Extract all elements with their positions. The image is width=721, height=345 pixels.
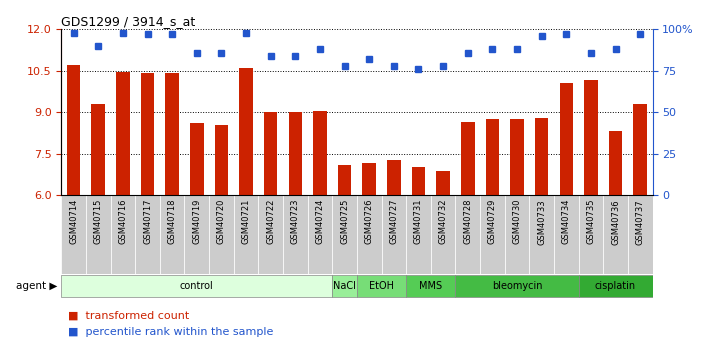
Text: GSM40728: GSM40728: [464, 199, 472, 244]
Bar: [215, 125, 228, 195]
Bar: [288, 112, 302, 195]
Bar: [332, 275, 357, 297]
Bar: [86, 195, 110, 274]
Text: GSM40724: GSM40724: [316, 199, 324, 244]
Text: GSM40720: GSM40720: [217, 199, 226, 244]
Bar: [209, 195, 234, 274]
Text: GSM40734: GSM40734: [562, 199, 571, 244]
Text: GSM40727: GSM40727: [389, 199, 398, 244]
Text: ■  percentile rank within the sample: ■ percentile rank within the sample: [68, 327, 274, 337]
Bar: [357, 195, 381, 274]
Text: GSM40735: GSM40735: [586, 199, 596, 244]
Bar: [116, 72, 130, 195]
Text: GSM40717: GSM40717: [143, 199, 152, 244]
Bar: [141, 73, 154, 195]
Bar: [381, 195, 406, 274]
Bar: [239, 68, 253, 195]
Bar: [264, 112, 278, 195]
Bar: [406, 275, 456, 297]
Bar: [190, 123, 203, 195]
Bar: [510, 119, 523, 195]
Bar: [234, 195, 258, 274]
Text: GSM40725: GSM40725: [340, 199, 349, 244]
Bar: [67, 65, 80, 195]
Text: agent ▶: agent ▶: [17, 282, 58, 291]
Bar: [387, 160, 401, 195]
Bar: [136, 195, 160, 274]
Bar: [609, 131, 622, 195]
Bar: [584, 80, 598, 195]
Bar: [436, 171, 450, 195]
Text: EtOH: EtOH: [369, 282, 394, 291]
Bar: [406, 195, 430, 274]
Bar: [559, 83, 573, 195]
Bar: [628, 195, 653, 274]
Bar: [338, 165, 351, 195]
Text: GSM40729: GSM40729: [488, 199, 497, 244]
Text: GDS1299 / 3914_s_at: GDS1299 / 3914_s_at: [61, 15, 195, 28]
Text: bleomycin: bleomycin: [492, 282, 542, 291]
Text: GSM40722: GSM40722: [266, 199, 275, 244]
Bar: [61, 275, 332, 297]
Text: GSM40716: GSM40716: [118, 199, 128, 244]
Bar: [535, 118, 549, 195]
Text: GSM40715: GSM40715: [94, 199, 102, 244]
Text: cisplatin: cisplatin: [595, 282, 636, 291]
Bar: [61, 195, 86, 274]
Bar: [185, 195, 209, 274]
Bar: [258, 195, 283, 274]
Bar: [363, 163, 376, 195]
Bar: [603, 195, 628, 274]
Text: MMS: MMS: [419, 282, 443, 291]
Bar: [456, 275, 578, 297]
Text: GSM40721: GSM40721: [242, 199, 250, 244]
Bar: [165, 73, 179, 195]
Text: GSM40736: GSM40736: [611, 199, 620, 245]
Text: GSM40731: GSM40731: [414, 199, 423, 244]
Text: control: control: [180, 282, 213, 291]
Bar: [412, 167, 425, 195]
Bar: [430, 195, 456, 274]
Bar: [578, 275, 653, 297]
Bar: [332, 195, 357, 274]
Bar: [554, 195, 579, 274]
Text: NaCl: NaCl: [333, 282, 356, 291]
Text: GSM40730: GSM40730: [513, 199, 521, 244]
Bar: [357, 275, 406, 297]
Text: GSM40714: GSM40714: [69, 199, 78, 244]
Bar: [529, 195, 554, 274]
Bar: [505, 195, 529, 274]
Bar: [456, 195, 480, 274]
Text: GSM40723: GSM40723: [291, 199, 300, 244]
Text: GSM40726: GSM40726: [365, 199, 373, 244]
Bar: [480, 195, 505, 274]
Bar: [634, 104, 647, 195]
Bar: [283, 195, 308, 274]
Bar: [308, 195, 332, 274]
Text: GSM40718: GSM40718: [168, 199, 177, 244]
Bar: [160, 195, 185, 274]
Bar: [313, 111, 327, 195]
Text: ■  transformed count: ■ transformed count: [68, 311, 190, 321]
Bar: [461, 122, 474, 195]
Bar: [578, 195, 603, 274]
Text: GSM40737: GSM40737: [636, 199, 645, 245]
Text: GSM40732: GSM40732: [438, 199, 448, 244]
Text: GSM40719: GSM40719: [193, 199, 201, 244]
Bar: [110, 195, 136, 274]
Text: GSM40733: GSM40733: [537, 199, 546, 245]
Bar: [486, 119, 499, 195]
Bar: [92, 104, 105, 195]
